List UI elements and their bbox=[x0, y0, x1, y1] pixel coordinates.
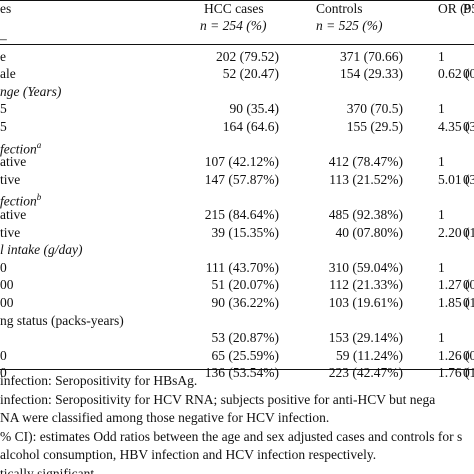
bottom-rule bbox=[0, 369, 474, 370]
hcc-cell: 51 (20.07%) bbox=[211, 277, 280, 293]
footnote-mark: b bbox=[36, 192, 42, 203]
header-cell: es bbox=[0, 1, 12, 16]
hcc-cell: 90 (35.4) bbox=[229, 101, 280, 117]
hcc-cell: 136 (53.54%) bbox=[204, 365, 279, 381]
or-cell: 1 bbox=[438, 259, 445, 275]
footnote: infection: Seropositivity for HBsAg. bbox=[0, 373, 198, 388]
row-label: – bbox=[0, 31, 7, 46]
row-label: 5 bbox=[0, 101, 7, 117]
hcc-cell: 39 (15.35%) bbox=[211, 224, 280, 240]
row-label: ative bbox=[0, 154, 27, 170]
row-label: ative bbox=[0, 207, 27, 222]
footnote: % CI): estimates Odd ratios between the … bbox=[0, 428, 463, 444]
row-label: tive bbox=[0, 224, 21, 240]
control-cell: 154 (29.33) bbox=[340, 66, 403, 82]
header-rule bbox=[0, 44, 474, 45]
row-label: 5 bbox=[0, 119, 7, 134]
header-subcell: n = 525 (%) bbox=[316, 18, 383, 33]
row-label: e bbox=[0, 48, 6, 64]
or-cell: 1.26 (0.8–1.97) bbox=[438, 347, 474, 363]
header-cell: HCC cases bbox=[204, 1, 264, 16]
or-cell: 1 bbox=[438, 48, 445, 64]
footnote: tically significant. bbox=[0, 465, 98, 474]
hcc-cell: 90 (36.22%) bbox=[211, 295, 280, 310]
p-cell: 0 bbox=[463, 66, 470, 82]
hcc-cell: 111 (43.70%) bbox=[205, 259, 279, 275]
header-cell: OR (95% CI) bbox=[438, 1, 474, 16]
hcc-cell: 52 (20.47) bbox=[222, 66, 279, 82]
header-cell: Controls bbox=[316, 1, 363, 16]
p-cell: 0 bbox=[463, 295, 470, 310]
hcc-cell: 215 (84.64%) bbox=[204, 207, 279, 222]
or-cell: 1.27 (0.84–1.92) bbox=[438, 277, 474, 293]
or-cell: 1 bbox=[438, 207, 445, 222]
control-cell: 370 (70.5) bbox=[346, 101, 403, 117]
control-cell: 485 (92.38%) bbox=[328, 207, 403, 222]
or-cell: 1 bbox=[438, 154, 445, 170]
control-cell: 40 (07.80%) bbox=[335, 224, 404, 240]
p-cell: 0 bbox=[463, 277, 470, 293]
or-cell: 1 bbox=[438, 330, 445, 346]
p-cell: 0 bbox=[463, 171, 470, 187]
control-cell: 155 (29.5) bbox=[346, 119, 403, 134]
control-cell: 223 (42.47%) bbox=[328, 365, 403, 381]
footnote-mark: a bbox=[36, 139, 42, 150]
or-cell: 1 bbox=[438, 101, 445, 117]
p-cell: 0 bbox=[463, 224, 470, 240]
hcc-cell: 202 (79.52) bbox=[216, 48, 279, 64]
row-label: l intake (g/day) bbox=[0, 242, 83, 258]
p-cell: 0 bbox=[463, 347, 470, 363]
row-label: tive bbox=[0, 171, 21, 187]
hcc-cell: 107 (42.12%) bbox=[204, 154, 279, 170]
row-label: fectiona bbox=[0, 139, 42, 157]
or-cell: 1.76 (1.19–2.63) bbox=[438, 365, 474, 381]
hcc-cell: 147 (57.87%) bbox=[204, 171, 279, 187]
or-cell: 5.01 (3.57–7.02) bbox=[438, 171, 474, 187]
row-label: 0 bbox=[0, 259, 7, 275]
control-cell: 310 (59.04%) bbox=[328, 259, 403, 275]
row-label: 00 bbox=[0, 277, 14, 293]
or-cell: 2.20 (1.34–3.61) bbox=[438, 224, 474, 240]
row-label: 00 bbox=[0, 295, 14, 310]
row-label: ng status (packs-years) bbox=[0, 312, 124, 328]
control-cell: 59 (11.24%) bbox=[336, 347, 403, 363]
control-cell: 412 (78.47%) bbox=[328, 154, 403, 170]
control-cell: 153 (29.14%) bbox=[328, 330, 403, 346]
hcc-cell: 65 (25.59%) bbox=[211, 347, 280, 363]
or-cell: 0.62 (0.43–0.90) bbox=[438, 66, 474, 82]
control-cell: 113 (21.52%) bbox=[329, 171, 403, 187]
footnote: infection: Seropositivity for HCV RNA; s… bbox=[0, 391, 436, 407]
row-label: 0 bbox=[0, 365, 7, 381]
footnote: alcohol consumption, HBV infection and H… bbox=[0, 447, 377, 462]
p-cell: 0 bbox=[463, 365, 470, 381]
hcc-cell: 164 (64.6) bbox=[222, 119, 279, 134]
or-cell: 1.85 (1.72–3.61) bbox=[438, 295, 474, 310]
control-cell: 103 (19.61%) bbox=[328, 295, 403, 310]
header-subcell: n = 254 (%) bbox=[200, 18, 267, 33]
control-cell: 371 (70.66) bbox=[340, 48, 403, 64]
p-cell: 0 bbox=[463, 119, 470, 134]
row-label: fectionb bbox=[0, 192, 42, 209]
or-cell: 4.35 (3.13–6.06) bbox=[438, 119, 474, 134]
footnote: NA were classified among those negative … bbox=[0, 410, 330, 425]
control-cell: 112 (21.33%) bbox=[329, 277, 403, 293]
top-rule bbox=[0, 0, 474, 1]
row-label: 0 bbox=[0, 347, 7, 363]
header-cell: P bbox=[463, 1, 471, 16]
hcc-cell: 53 (20.87%) bbox=[211, 330, 280, 346]
row-label: nge (Years) bbox=[0, 83, 62, 99]
row-label: ale bbox=[0, 66, 16, 82]
